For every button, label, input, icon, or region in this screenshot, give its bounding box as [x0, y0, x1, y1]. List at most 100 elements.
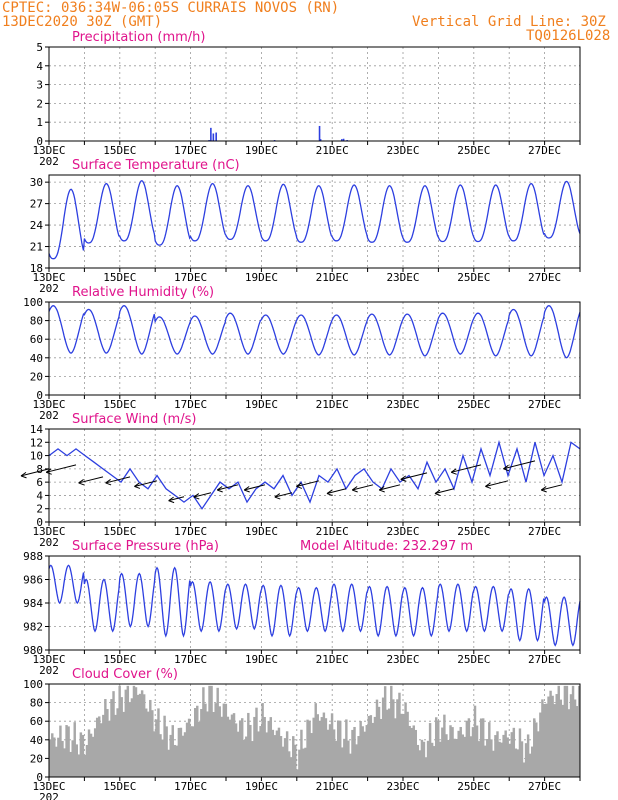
wind-ytick-label: 12	[30, 436, 43, 449]
cloud-bar	[206, 711, 209, 777]
cloud-bar	[212, 711, 215, 777]
cloud-xtick-label: 23DEC	[386, 780, 419, 793]
rh-xtick-label: 13DEC	[32, 398, 65, 411]
cloud-bar	[134, 687, 138, 777]
cloud-ytick-label: 0	[36, 771, 43, 784]
temp-ytick-label: 18	[30, 262, 43, 275]
precip-xtick-label: 27DEC	[528, 144, 561, 157]
cloud-bar	[463, 736, 467, 777]
cloud-bar	[95, 717, 99, 777]
cloud-bar	[334, 740, 338, 777]
cloud-bar	[547, 696, 550, 777]
cloud-bar	[555, 694, 558, 777]
rh-line	[48, 305, 581, 359]
wind-arrow	[326, 488, 347, 495]
rh-xtick-label: 15DEC	[103, 398, 136, 411]
precip-panel: 0 1 2 3 4 5 13DEC 15DEC 17DEC 19DEC 21DEC 23DEC 25DE…	[32, 30, 581, 168]
wind-ytick-label: 2	[36, 503, 43, 516]
precip-xtick-label: 19DEC	[245, 144, 278, 157]
cloud-ytick-label: 40	[30, 734, 43, 747]
cloud-bar	[187, 718, 191, 777]
cloud-bar	[85, 745, 89, 777]
cloud-bar	[324, 718, 328, 777]
cloud-bar	[183, 732, 187, 777]
cloud-bar	[379, 718, 383, 777]
cloud-bar	[257, 731, 260, 777]
precip-ytick-label: 5	[36, 41, 43, 54]
wind-year-label: 202	[39, 536, 59, 549]
cloud-bar	[392, 699, 395, 777]
cloud-xtick-label: 15DEC	[103, 780, 136, 793]
precip-bar	[210, 127, 212, 141]
cloud-bar	[208, 685, 211, 777]
rh-xtick-label: 19DEC	[245, 398, 278, 411]
cloud-bar	[138, 693, 142, 777]
wind-arrowhead	[540, 486, 547, 493]
cloud-bar	[110, 699, 113, 777]
pres-ytick-label: 984	[23, 597, 43, 610]
temp-ytick-label: 24	[30, 219, 44, 232]
rh-panel: 0 20 40 60 80 100 13DEC 15DEC 17DEC 19DEC 21DEC 23D…	[23, 285, 581, 422]
cloud-bar	[488, 722, 491, 777]
cloud-bar	[91, 736, 95, 777]
cloud-bar	[457, 730, 460, 777]
rh-ytick-label: 80	[30, 315, 43, 328]
cloud-bar	[377, 706, 381, 777]
wind-arrowhead	[434, 489, 441, 497]
cloud-bar	[565, 685, 569, 777]
cloud-bar	[118, 685, 121, 777]
cloud-bar	[418, 750, 422, 777]
cloud-xtick-label: 21DEC	[316, 780, 349, 793]
cloud-bar	[408, 725, 411, 777]
cloud-bar	[289, 757, 293, 777]
cloud-bar	[89, 733, 93, 777]
cloud-bar	[557, 685, 560, 777]
cloud-bar	[512, 727, 516, 777]
cloud-bar	[69, 751, 72, 777]
temp-frame	[48, 174, 581, 269]
cloud-bar	[343, 738, 346, 777]
wind-arrow	[217, 484, 239, 491]
cloud-bar	[275, 730, 279, 777]
cloud-bar	[238, 720, 242, 777]
cloud-bar	[267, 720, 270, 777]
cloud-bar	[451, 727, 454, 777]
cloud-bar	[494, 735, 497, 777]
cloud-bar	[357, 736, 360, 777]
cloud-ytick-label: 20	[30, 752, 43, 765]
cloud-bar	[443, 714, 446, 777]
temp-title: Surface Temperature (nC)	[72, 158, 240, 173]
cloud-bar	[402, 713, 405, 777]
cloud-bar	[516, 749, 520, 777]
cloud-bar	[369, 715, 373, 777]
temp-xtick-label: 15DEC	[103, 271, 136, 284]
cloud-xtick-label: 19DEC	[245, 780, 278, 793]
cloud-bar	[351, 729, 354, 777]
cloud-bar	[124, 689, 128, 777]
precip-year-label: 202	[39, 155, 59, 168]
precip-xtick-label: 13DEC	[32, 144, 65, 157]
cloud-bar	[471, 727, 475, 777]
cloud-bar	[173, 744, 177, 777]
cloud-bar	[430, 742, 434, 777]
cloud-bar	[302, 748, 305, 777]
cloud-bar	[71, 740, 74, 777]
cloud-bar	[198, 721, 201, 777]
cloud-bar	[577, 685, 581, 777]
temp-xtick-label: 13DEC	[32, 271, 65, 284]
wind-frame	[48, 428, 581, 523]
wind-arrowhead	[400, 475, 407, 482]
cloud-bar	[49, 739, 52, 777]
cloud-bar	[287, 751, 291, 777]
cloud-bar	[243, 739, 246, 777]
cloud-bar	[265, 732, 268, 777]
cloud-bar	[559, 699, 563, 777]
pres-ytick-label: 982	[23, 621, 43, 634]
header-date: 13DEC2020 30Z (GMT)	[2, 14, 163, 30]
cloud-bar	[253, 716, 256, 777]
cloud-bar	[202, 687, 205, 777]
wind-xtick-label: 21DEC	[316, 525, 349, 538]
cloud-bar	[77, 754, 81, 777]
cloud-bar	[116, 708, 119, 777]
cloud-bar	[475, 725, 479, 777]
